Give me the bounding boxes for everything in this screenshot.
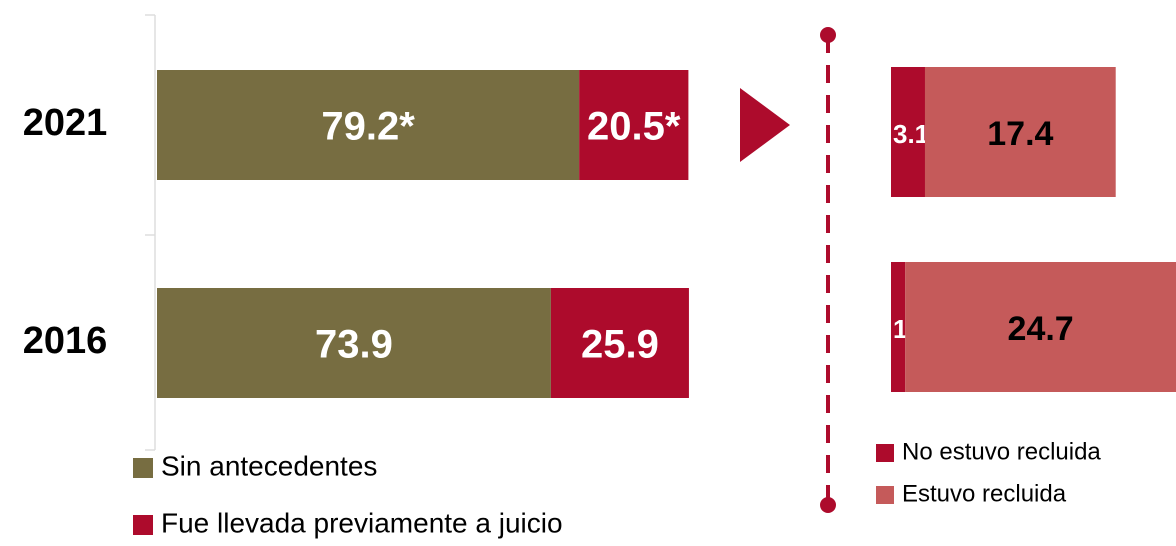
value-label: 73.9 bbox=[315, 323, 393, 367]
value-label: 24.7 bbox=[1008, 310, 1074, 348]
legend-label: Estuvo recluida bbox=[902, 480, 1067, 507]
legend-label: Sin antecedentes bbox=[161, 450, 377, 481]
arrow bbox=[740, 88, 790, 162]
value-label: 20.5* bbox=[587, 105, 681, 149]
bar-segment bbox=[157, 288, 551, 398]
bar-segment bbox=[550, 288, 689, 398]
bar-segment bbox=[924, 67, 1116, 197]
legend-swatch bbox=[133, 458, 153, 478]
divider-end bbox=[820, 27, 836, 43]
divider-end bbox=[820, 497, 836, 513]
value-label: 25.9 bbox=[581, 323, 659, 367]
legend-swatch bbox=[133, 515, 153, 535]
bar-segment bbox=[891, 67, 925, 197]
category-label: 2021 bbox=[23, 102, 108, 144]
legend-swatch bbox=[876, 444, 894, 462]
decoration bbox=[145, 14, 836, 513]
value-label: 3.1 bbox=[893, 119, 929, 149]
bar-segment bbox=[891, 262, 906, 392]
value-label: 79.2* bbox=[321, 105, 415, 149]
bar-segment bbox=[579, 70, 689, 180]
legend-label: No estuvo recluida bbox=[902, 438, 1101, 465]
legend-swatch bbox=[876, 486, 894, 504]
bar-segment bbox=[157, 70, 580, 180]
category-label: 2016 bbox=[23, 320, 108, 362]
bar-segment bbox=[905, 262, 1176, 392]
value-label: 17.4 bbox=[987, 115, 1053, 153]
legend-label: Fue llevada previamente a juicio bbox=[161, 507, 563, 538]
